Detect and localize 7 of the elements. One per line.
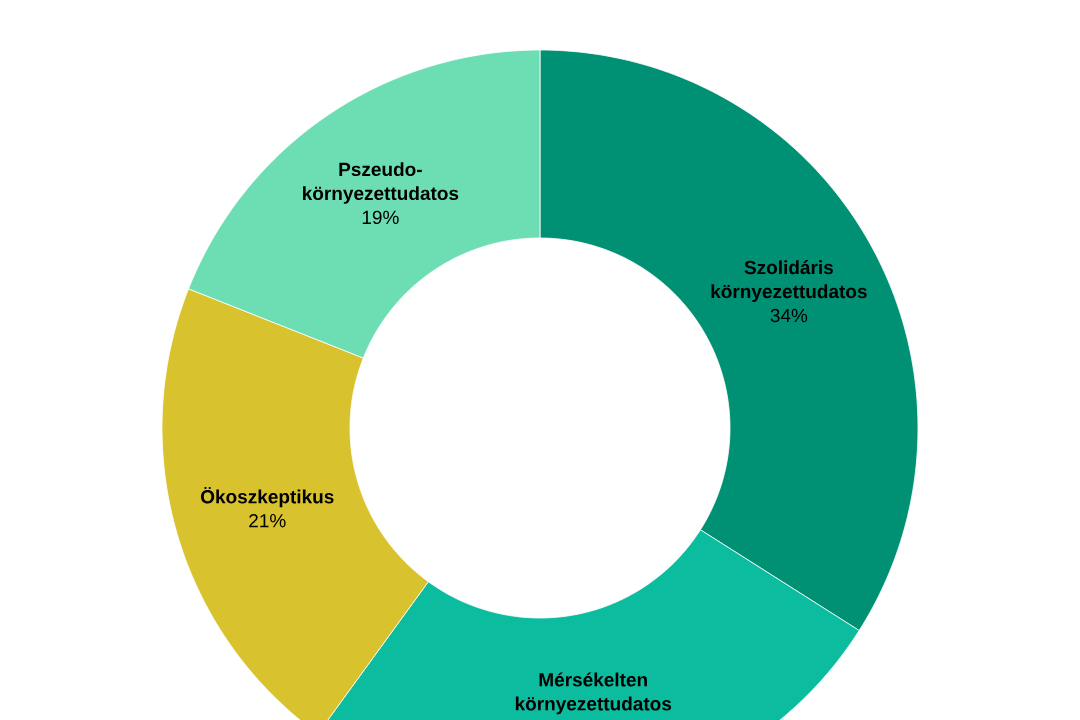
- slice-label: Mérsékelten környezettudatos: [515, 672, 672, 715]
- slice-label: Ökoszkeptikus: [201, 487, 334, 508]
- data-label: 19%: [362, 210, 399, 225]
- data-label: 34%: [770, 308, 808, 323]
- slice-label: Pszeudo-környezettudatos: [303, 162, 459, 204]
- data-label: 21%: [249, 514, 286, 528]
- slice-label: Szolidáris környezettudatos: [711, 260, 867, 302]
